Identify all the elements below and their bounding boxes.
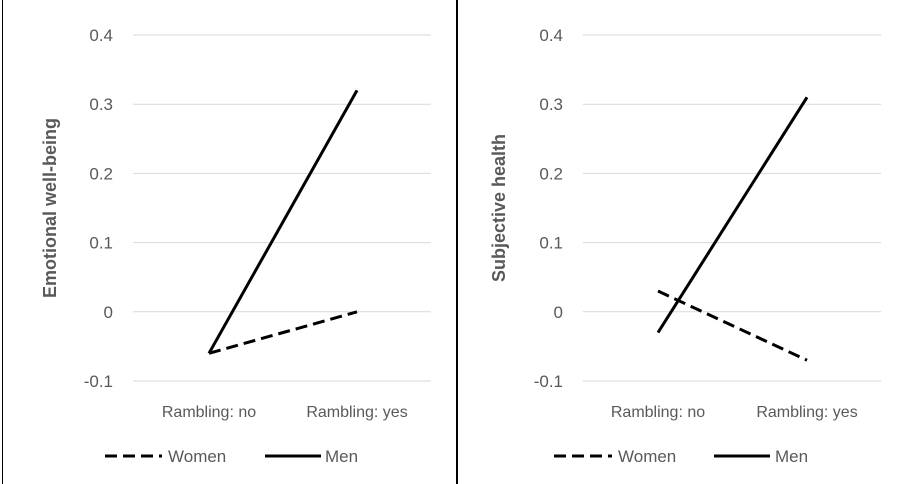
chart-panel-2: -0.1 0 0.1 0.2 0.3 0.4 Rambling: no Rambling: y…	[489, 26, 881, 466]
y-tick-label: 0	[554, 303, 563, 322]
x-tick-label: Rambling: yes	[306, 404, 407, 421]
y-tick-label: 0.2	[89, 164, 113, 183]
y-tick-label: 0.1	[89, 234, 113, 253]
y-tick-label: 0.3	[539, 95, 563, 114]
series-line-men	[207, 89, 359, 355]
y-tick-label: 0.2	[539, 164, 563, 183]
y-tick-label: -0.1	[534, 372, 563, 391]
legend-label-women: Women	[618, 447, 676, 466]
y-axis-label: Emotional well-being	[40, 118, 60, 298]
x-tick-label: Rambling: no	[611, 404, 705, 421]
y-tick-label: 0.3	[89, 95, 113, 114]
series-line-men	[656, 96, 809, 334]
y-tick-label: -0.1	[84, 372, 113, 391]
y-tick-label: 0.4	[539, 26, 563, 45]
legend-label-men: Men	[775, 447, 808, 466]
y-axis-label: Subjective health	[489, 134, 509, 282]
y-tick-label: 0.1	[539, 234, 563, 253]
y-tick-label: 0.4	[89, 26, 113, 45]
legend-label-women: Women	[168, 447, 226, 466]
series-line-women	[208, 310, 358, 355]
x-tick-label: Rambling: no	[162, 404, 256, 421]
x-tick-label: Rambling: yes	[756, 404, 857, 421]
legend: Women Men	[105, 447, 358, 466]
legend-label-men: Men	[325, 447, 358, 466]
chart-panel-1: -0.1 0 0.1 0.2 0.3 0.4 Rambling: no Rambling: y…	[40, 26, 431, 466]
legend: Women Men	[554, 447, 808, 466]
y-tick-label: 0	[104, 303, 113, 322]
series-line-women	[657, 289, 808, 362]
